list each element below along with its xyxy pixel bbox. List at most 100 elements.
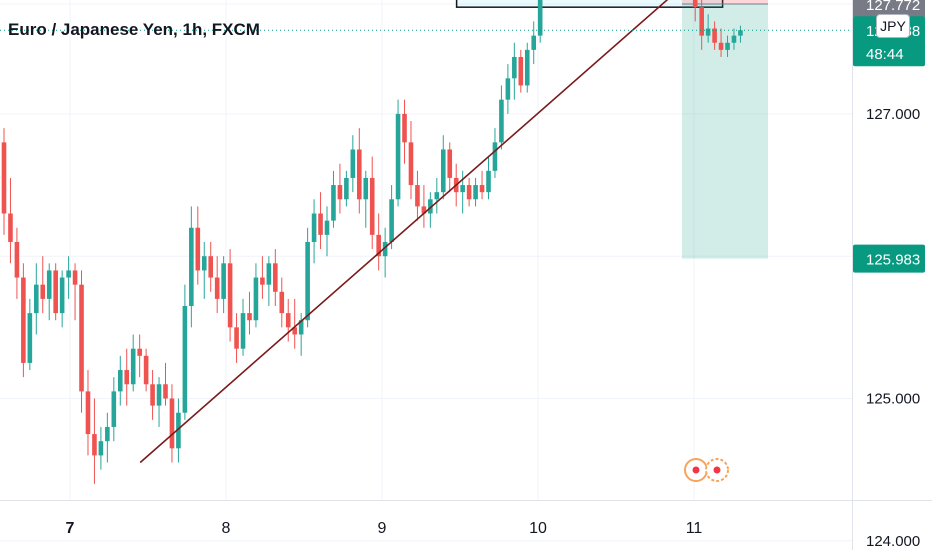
price-axis[interactable]: 124.000125.000127.000129.507128.668128.5… — [853, 0, 925, 550]
currency-button[interactable]: JPY — [876, 14, 910, 38]
candle — [53, 270, 58, 314]
candle — [98, 441, 104, 456]
range-box — [455, 0, 724, 8]
candle — [298, 320, 304, 335]
candle — [305, 241, 310, 321]
candle — [66, 270, 71, 278]
candle — [395, 113, 401, 200]
candle — [253, 277, 259, 321]
candle — [318, 213, 323, 235]
candle — [324, 220, 330, 235]
countdown-text: 48:44 — [866, 46, 904, 63]
candle — [27, 313, 33, 363]
time-tick-label: 11 — [686, 520, 703, 537]
price-label: 125.983 — [853, 244, 925, 273]
candle — [369, 177, 375, 235]
candle — [240, 313, 246, 349]
candle — [363, 177, 369, 200]
candle — [725, 42, 730, 50]
event-marker-dot-icon — [713, 466, 721, 474]
price-tick-label: 127.000 — [866, 106, 920, 123]
candle — [130, 348, 136, 385]
candle — [473, 185, 478, 200]
candle — [273, 263, 278, 292]
candle — [389, 199, 394, 242]
candle — [434, 192, 440, 200]
candle — [208, 256, 214, 278]
candle — [421, 206, 427, 214]
candle — [92, 434, 97, 456]
candle — [59, 277, 65, 314]
candle — [150, 384, 155, 406]
candle — [537, 0, 543, 36]
price-label-text: 125.983 — [866, 252, 920, 269]
price-label-bg — [853, 0, 925, 19]
chart-title: Euro / Japanese Yen, 1h, FXCM — [8, 20, 260, 39]
candle — [440, 149, 446, 193]
candle — [105, 426, 110, 442]
candle — [492, 142, 498, 171]
candle — [466, 185, 472, 200]
price-tick-label: 124.000 — [866, 533, 920, 550]
candle — [285, 313, 291, 328]
candle — [46, 270, 52, 299]
candle — [124, 370, 130, 385]
candle — [486, 170, 491, 193]
candle — [79, 284, 84, 392]
candle — [311, 213, 317, 242]
candle — [524, 49, 530, 86]
candle — [85, 391, 91, 435]
candle — [279, 291, 285, 314]
candle — [382, 241, 388, 257]
candle — [518, 56, 524, 86]
candle — [143, 355, 149, 385]
candle — [428, 199, 433, 214]
time-tick-label: 9 — [378, 520, 387, 537]
candle — [260, 277, 265, 285]
time-axis[interactable]: 7 8 9 10 11 — [66, 520, 703, 537]
candle — [169, 398, 175, 449]
candle — [182, 306, 188, 413]
time-tick-label: 7 — [66, 520, 75, 537]
candle — [499, 99, 504, 143]
event-marker-dot-icon — [692, 466, 700, 474]
candle — [176, 412, 181, 449]
drawings[interactable] — [455, 0, 768, 259]
candle — [221, 263, 226, 299]
candle — [34, 284, 39, 314]
candle — [111, 391, 117, 427]
candle — [331, 185, 336, 221]
price-label-text: 127.772 — [866, 0, 920, 14]
take-profit-zone — [682, 4, 768, 259]
candle — [344, 177, 349, 200]
candle — [692, 0, 698, 8]
candle — [718, 42, 724, 50]
candle — [266, 263, 272, 285]
candle — [21, 277, 26, 363]
price-tick-label: 125.000 — [866, 391, 920, 408]
candle — [214, 277, 220, 299]
candle — [350, 149, 356, 178]
candle — [408, 142, 414, 186]
candle — [357, 149, 362, 200]
candle — [8, 213, 13, 242]
time-tick-label: 8 — [222, 520, 231, 537]
stop-loss-zone — [682, 0, 768, 5]
time-tick-label: 10 — [529, 520, 547, 537]
candle — [156, 384, 162, 406]
candle — [40, 284, 46, 299]
candle — [376, 234, 381, 257]
price-label: 127.772 — [853, 0, 925, 19]
candle — [415, 185, 420, 207]
candle — [505, 78, 511, 100]
candle — [738, 30, 743, 36]
overlay — [0, 0, 852, 482]
candle — [14, 241, 20, 278]
candle — [292, 327, 297, 335]
candle — [460, 185, 465, 193]
candle — [479, 185, 485, 193]
candle — [201, 256, 207, 271]
candle — [512, 56, 517, 79]
